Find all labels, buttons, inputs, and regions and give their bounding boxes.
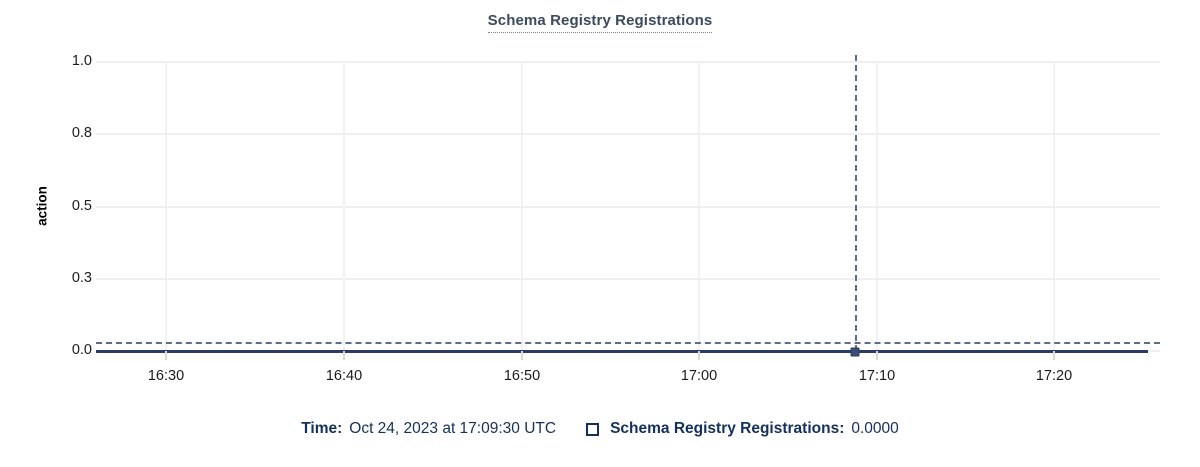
gridline-horizontal-4 xyxy=(96,278,1160,280)
x-tick-mark-2 xyxy=(343,351,345,360)
gridline-horizontal-1 xyxy=(96,61,1160,63)
y-tick-label-5: 0.0 xyxy=(71,342,92,358)
gridline-vertical-4 xyxy=(698,61,700,351)
series-line-schema-registry-registrations xyxy=(96,350,1148,353)
x-tick-label-4: 17:00 xyxy=(680,368,718,384)
gridline-vertical-2 xyxy=(343,61,345,351)
x-tick-label-6: 17:20 xyxy=(1035,368,1073,384)
legend-swatch-icon[interactable] xyxy=(586,422,600,436)
x-tick-label-1: 16:30 xyxy=(147,368,185,384)
y-tick-label-2: 0.8 xyxy=(71,125,92,141)
chart-title: Schema Registry Registrations xyxy=(0,12,1200,33)
gridline-vertical-6 xyxy=(1053,61,1055,351)
hover-guide-line xyxy=(96,342,1160,344)
x-tick-mark-6 xyxy=(1053,351,1055,360)
x-tick-label-3: 16:50 xyxy=(503,368,541,384)
plot-area[interactable] xyxy=(96,55,1160,357)
x-tick-mark-1 xyxy=(165,351,167,360)
x-tick-mark-3 xyxy=(521,351,523,360)
y-tick-label-1: 1.0 xyxy=(71,53,92,69)
x-tick-mark-4 xyxy=(698,351,700,360)
tooltip-series-group[interactable]: Schema Registry Registrations: 0.0000 xyxy=(586,420,899,438)
chart-title-text: Schema Registry Registrations xyxy=(487,12,713,33)
tooltip-time-group: Time: Oct 24, 2023 at 17:09:30 UTC xyxy=(301,420,556,438)
tooltip-series-value: 0.0000 xyxy=(851,420,899,437)
x-tick-label-2: 16:40 xyxy=(325,368,363,384)
crosshair-vertical-line[interactable] xyxy=(855,55,857,351)
gridline-horizontal-3 xyxy=(96,206,1160,208)
y-tick-label-4: 0.3 xyxy=(71,270,92,286)
hover-tooltip-bar: Time: Oct 24, 2023 at 17:09:30 UTC Schem… xyxy=(0,420,1200,438)
data-point-marker[interactable] xyxy=(850,347,860,357)
gridline-horizontal-2 xyxy=(96,133,1160,135)
x-tick-label-5: 17:10 xyxy=(858,368,896,384)
x-tick-mark-5 xyxy=(876,351,878,360)
gridline-vertical-3 xyxy=(521,61,523,351)
tooltip-series-label: Schema Registry Registrations: xyxy=(610,420,845,437)
tooltip-time-label: Time: xyxy=(301,420,343,437)
gridline-vertical-1 xyxy=(165,61,167,351)
tooltip-time-value: Oct 24, 2023 at 17:09:30 UTC xyxy=(349,420,557,437)
gridline-vertical-5 xyxy=(876,61,878,351)
y-tick-label-3: 0.5 xyxy=(71,198,92,214)
